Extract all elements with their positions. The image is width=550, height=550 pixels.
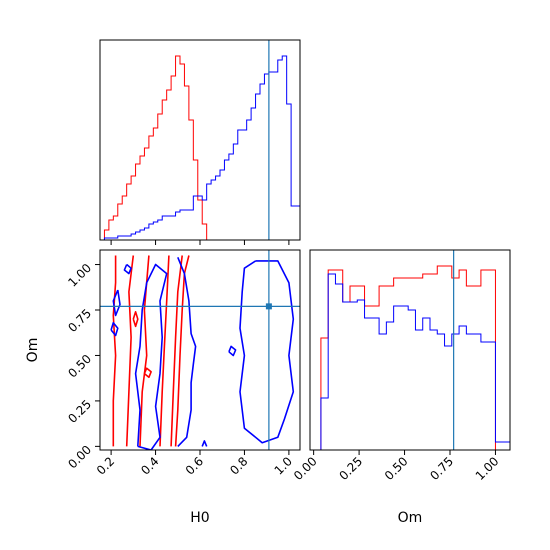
contour-series-a-0 — [112, 255, 117, 447]
x-axis-label-h0: H0 — [190, 510, 209, 526]
hist-om-frame — [309, 249, 511, 451]
hist-om-series-b — [310, 273, 510, 450]
contour-series-b-7 — [228, 345, 237, 357]
contour-series-a-3 — [159, 255, 170, 447]
contour-series-a-5 — [174, 255, 190, 447]
hist-h0-series-a — [100, 55, 300, 240]
hist-h0-panel — [99, 39, 301, 245]
contour-series-b-5 — [123, 263, 132, 275]
y-axis-label-om: Om — [25, 338, 41, 363]
contour-series-a-1 — [125, 255, 135, 447]
contour-series-a-7 — [143, 367, 152, 379]
contour-series-b-4 — [239, 260, 295, 444]
contour-series-b-0 — [112, 289, 121, 317]
contour-series-a-4 — [170, 255, 183, 447]
contour-series-a-6 — [132, 311, 139, 328]
contour-series-b-1 — [110, 321, 119, 337]
contour-series-b-6 — [201, 440, 208, 447]
x-axis-label-om: Om — [398, 510, 423, 526]
contour-series-b-2 — [134, 263, 168, 450]
truth-marker — [265, 303, 272, 310]
contour-series-b-3 — [177, 256, 197, 447]
